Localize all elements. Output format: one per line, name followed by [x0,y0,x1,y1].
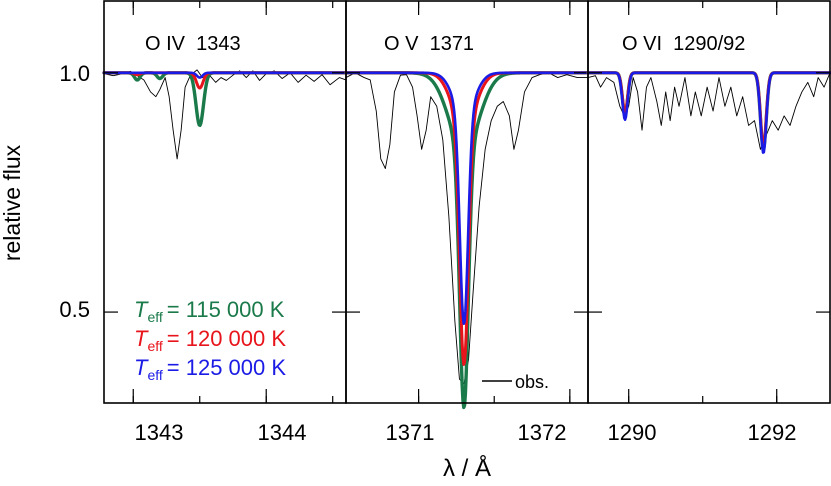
x-tick-label-1372: 1372 [518,420,567,445]
model-line-120000 [344,71,590,366]
panel-frame-o-vi [587,0,831,404]
ticks-o-iv [104,1,346,403]
y-tick-label-1.0: 1.0 [59,61,90,86]
panel-title-o-v: O V 1371 [384,33,474,55]
observed-spectrum-line [103,69,347,160]
model-line-125000 [586,71,831,154]
model-spectra-o-vi [586,71,831,154]
ticks-o-v [346,1,588,403]
panel-title-o-vi: O VI 1290/92 [622,33,745,55]
legend-symbol: T [134,297,149,322]
observed-spectrum-o-iv [103,69,347,160]
legend-entry-120000: Teff = 120 000 K [134,326,286,354]
x-tick-label-1344: 1344 [258,420,307,445]
x-tick-label-1290: 1290 [608,420,657,445]
model-line-115000 [102,71,348,128]
legend-value: = 125 000 K [167,355,287,380]
legend-symbol: T [134,326,149,351]
x-axis-label: λ / Å [443,454,491,482]
legend-subscript: eff [147,367,162,383]
legend-obs-label: obs. [515,372,549,392]
svg-text:Teff= 125 000 K: Teff = 125 000 K [134,355,286,383]
ticks-o-vi [588,1,830,403]
model-line-125000 [344,71,590,326]
x-tick-label-1371: 1371 [386,420,435,445]
legend-entry-125000: Teff = 125 000 K [134,355,286,383]
legend: Teff = 115 000 K Teff = 120 000 K Teff = 12… [134,297,549,392]
legend-value: = 115 000 K [167,297,285,322]
svg-text:Teff= 115 000 K: Teff = 115 000 K [134,297,285,325]
panel-o-iv: O IV 1343 1343 1344 [102,1,348,445]
x-tick-label-1343: 1343 [135,420,184,445]
observed-spectrum-o-v [345,72,589,385]
legend-subscript: eff [147,338,162,354]
legend-value: = 120 000 K [167,326,287,351]
y-axis-label: relative flux [0,144,25,261]
panel-o-vi: O VI 1290/92 1290 1292 [586,1,831,445]
model-line-120000 [102,71,348,90]
model-spectra-o-iv [102,71,348,128]
y-tick-label-0.5: 0.5 [59,297,90,322]
legend-subscript: eff [147,309,162,325]
legend-symbol: T [134,355,149,380]
observed-spectrum-o-vi [587,72,831,150]
model-line-125000 [102,71,348,79]
legend-entry-115000: Teff = 115 000 K [134,297,285,325]
observed-spectrum-line [587,72,831,150]
observed-spectrum-line [345,72,589,385]
svg-text:Teff= 120 000 K: Teff = 120 000 K [134,326,286,354]
panel-title-o-iv: O IV 1343 [145,33,241,55]
x-tick-label-1292: 1292 [748,420,797,445]
model-spectra-o-v [344,71,590,410]
panel-o-v: O V 1371 1371 1372 [344,1,590,445]
